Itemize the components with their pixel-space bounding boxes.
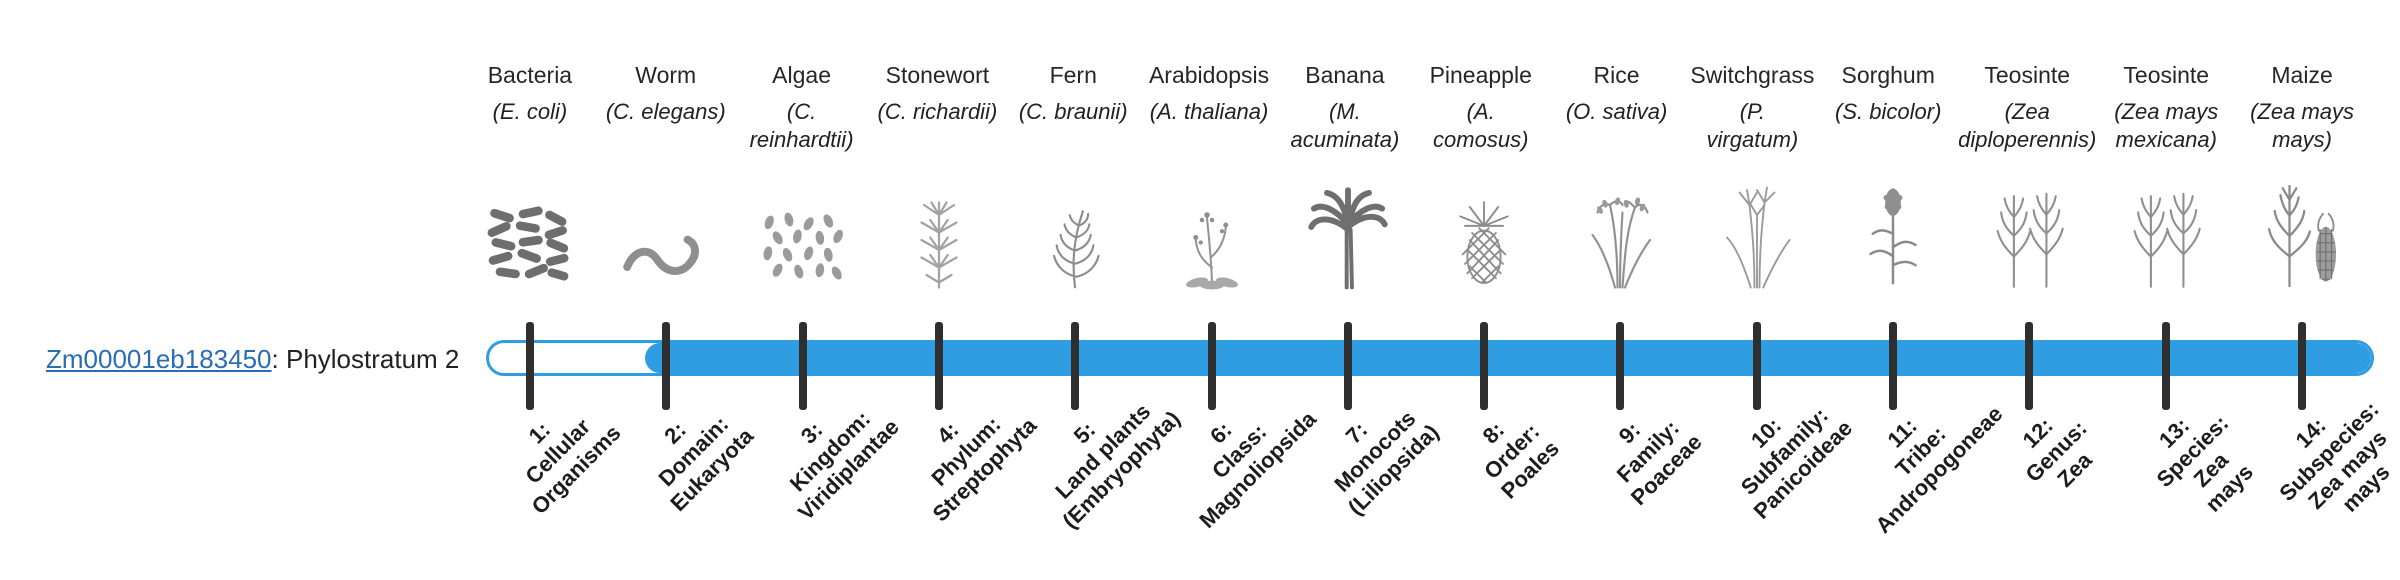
stratum-tick [1207, 322, 1216, 410]
fern-illustration [1007, 166, 1143, 290]
organism-header: Worm (C. elegans) [598, 60, 734, 154]
organism-common-name: Fern [1049, 62, 1097, 88]
organism-header: Banana (M. acuminata) [1277, 60, 1413, 154]
organism-header: Maize (Zea mays mays) [2234, 60, 2370, 154]
organism-common-name: Arabidopsis [1148, 62, 1270, 88]
organism-scientific-name: (C. reinhardtii) [749, 99, 854, 152]
stratum-label: 12: Genus: Zea [2018, 412, 2098, 492]
organism-common-name: Switchgrass [1690, 62, 1815, 88]
organism-common-name: Maize [2271, 62, 2333, 88]
stratum-labels-row: 1: Cellular Organisms 2: Domain: Eukaryot… [462, 397, 2395, 580]
stratum-tick [798, 322, 807, 410]
organism-common-name: Stonewort [885, 62, 990, 88]
organism-header: Bacteria (E. coli) [462, 60, 598, 154]
stratum-tick [2297, 322, 2306, 410]
organism-common-name: Teosinte [2123, 62, 2210, 88]
pineapple-illustration [1416, 166, 1552, 290]
stratum-tick [1616, 322, 1625, 410]
banana-illustration [1280, 166, 1416, 290]
gene-phylostratum-text: : Phylostratum 2 [271, 344, 460, 374]
organism-header: Pineapple (A. comosus) [1413, 60, 1549, 154]
rice-illustration [1552, 166, 1688, 290]
stratum-tick [1071, 322, 1080, 410]
organism-header: Sorghum (S. bicolor) [1820, 60, 1956, 154]
organism-scientific-name: (Zea mays mexicana) [2114, 99, 2219, 152]
organism-header: Teosinte (Zea mays mexicana) [2098, 60, 2234, 154]
organism-header: Stonewort (C. richardii) [869, 60, 1005, 154]
stratum-label: 13: Species: Zea mays [2151, 410, 2259, 517]
organism-scientific-name: (A. thaliana) [1149, 99, 1269, 124]
stratum-tick [2025, 322, 2034, 410]
organism-scientific-name: (C. richardii) [877, 99, 998, 124]
algae-illustration [735, 166, 871, 290]
stratum-tick [1343, 322, 1352, 410]
organism-common-name: Banana [1305, 62, 1385, 88]
stratum-tick [526, 322, 535, 410]
bacteria-illustration [462, 166, 598, 290]
phylostratum-bar-fill [645, 343, 2371, 373]
organism-common-name: Teosinte [1984, 62, 2071, 88]
arabidopsis-illustration [1143, 166, 1279, 290]
stratum-label: 9: Family: Poaceae [1611, 415, 1707, 511]
organism-scientific-name: (Zea mays mays) [2250, 99, 2355, 152]
switchgrass-illustration [1689, 166, 1825, 290]
organism-header: Fern (C. braunii) [1005, 60, 1141, 154]
organism-scientific-name: (C. braunii) [1018, 99, 1128, 124]
organism-common-name: Rice [1593, 62, 1640, 88]
stonewort-illustration [871, 166, 1007, 290]
organism-common-name: Pineapple [1429, 62, 1532, 88]
worm-illustration [598, 166, 734, 290]
organism-scientific-name: (C. elegans) [605, 99, 726, 124]
organism-scientific-name: (A. comosus) [1433, 99, 1529, 152]
organism-names-row: Bacteria (E. coli) Worm (C. elegans) Algae (C… [462, 60, 2370, 154]
stratum-label: 8: Order: Poales [1477, 417, 1564, 504]
organism-scientific-name: (O. sativa) [1565, 99, 1668, 124]
teosinte-illustration [2097, 166, 2233, 290]
stratum-tick [1889, 322, 1897, 410]
stratum-ticks [462, 322, 2370, 410]
organism-header: Switchgrass (P. virgatum) [1684, 60, 1820, 154]
sorghum-illustration [1825, 166, 1961, 290]
stratum-tick [2161, 322, 2170, 410]
organism-common-name: Worm [635, 62, 697, 88]
organism-header: Teosinte (Zea diploperennis) [1956, 60, 2098, 154]
maize-illustration [2234, 166, 2370, 290]
organism-common-name: Algae [772, 62, 831, 88]
stratum-tick [1752, 322, 1761, 410]
stratum-tick [662, 322, 671, 410]
organism-header: Algae (C. reinhardtii) [734, 60, 870, 154]
organism-common-name: Bacteria [487, 62, 573, 88]
organism-scientific-name: (E. coli) [492, 99, 568, 124]
organism-scientific-name: (P. virgatum) [1706, 99, 1799, 152]
organism-header: Arabidopsis (A. thaliana) [1141, 60, 1277, 154]
teosinte-illustration [1961, 166, 2097, 290]
gene-label: Zm00001eb183450: Phylostratum 2 [46, 342, 459, 376]
organism-scientific-name: (S. bicolor) [1835, 99, 1942, 124]
organism-scientific-name: (M. acuminata) [1290, 99, 1400, 152]
organism-scientific-name: (Zea diploperennis) [1958, 99, 2097, 152]
stratum-tick [1480, 322, 1489, 410]
organism-header: Rice (O. sativa) [1549, 60, 1685, 154]
organism-common-name: Sorghum [1841, 62, 1935, 88]
organism-icons-row [462, 166, 2370, 290]
stratum-tick [935, 322, 943, 410]
gene-id-link[interactable]: Zm00001eb183450 [46, 344, 272, 374]
